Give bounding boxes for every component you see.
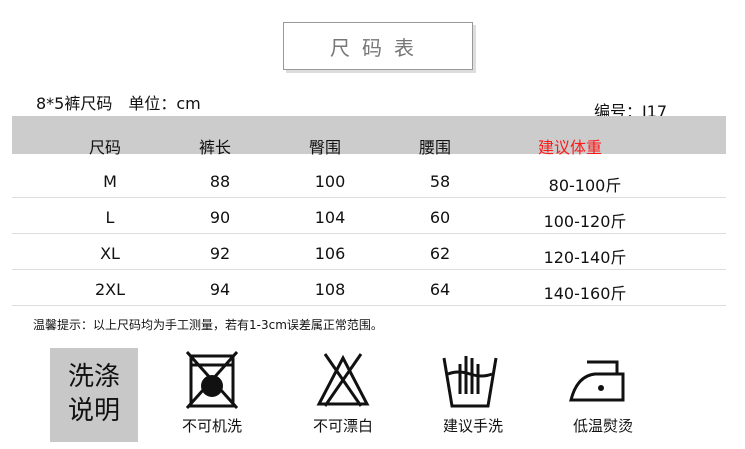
table-cell: XL — [100, 244, 120, 263]
table-cell: M — [103, 172, 117, 191]
size-subtitle: 8*5裤尺码 单位：cm — [36, 94, 201, 113]
row-divider — [12, 269, 726, 270]
hand-wash-icon — [442, 356, 498, 408]
care-label: 低温熨烫 — [572, 417, 633, 435]
table-cell: 108 — [314, 280, 346, 299]
header-cell: 建议体重 — [537, 138, 602, 157]
low-iron-icon — [569, 360, 625, 402]
table-cell: 140-160斤 — [543, 284, 627, 303]
note: 温馨提示：以上尺码均为手工测量，若有1-3cm误差属正常范围。 — [33, 318, 383, 332]
table-cell: 92 — [209, 244, 231, 263]
table-header — [12, 116, 726, 154]
table-cell: 80-100斤 — [548, 176, 622, 195]
no-bleach-icon — [316, 353, 370, 407]
care-title: 洗涤 说明 — [50, 348, 138, 442]
table-cell: 60 — [429, 208, 451, 227]
table-cell: 62 — [429, 244, 451, 263]
table-cell: 100 — [314, 172, 346, 191]
table-cell: L — [105, 208, 115, 227]
page-title: 尺码表 — [283, 22, 473, 70]
table-cell: 2XL — [94, 280, 126, 299]
header-cell: 臀围 — [308, 138, 341, 157]
row-divider — [12, 305, 726, 306]
header-cell: 腰围 — [418, 138, 451, 157]
row-divider — [12, 233, 726, 234]
care-title-line2: 说明 — [67, 396, 120, 426]
header-cell: 尺码 — [88, 138, 121, 157]
table-cell: 94 — [209, 280, 231, 299]
care-label: 不可机洗 — [181, 417, 242, 435]
header-cell: 裤长 — [198, 138, 231, 157]
table-cell: 58 — [429, 172, 451, 191]
care-label: 建议手洗 — [442, 417, 503, 435]
table-cell: 64 — [429, 280, 451, 299]
table-cell: 100-120斤 — [543, 212, 627, 231]
care-label: 不可漂白 — [312, 417, 373, 435]
table-cell: 104 — [314, 208, 346, 227]
no-machine-wash-icon — [185, 351, 239, 409]
table-cell: 88 — [209, 172, 231, 191]
table-cell: 90 — [209, 208, 231, 227]
row-divider — [12, 197, 726, 198]
care-title-line1: 洗涤 — [67, 362, 120, 392]
table-cell: 106 — [314, 244, 346, 263]
table-cell: 120-140斤 — [543, 248, 627, 267]
